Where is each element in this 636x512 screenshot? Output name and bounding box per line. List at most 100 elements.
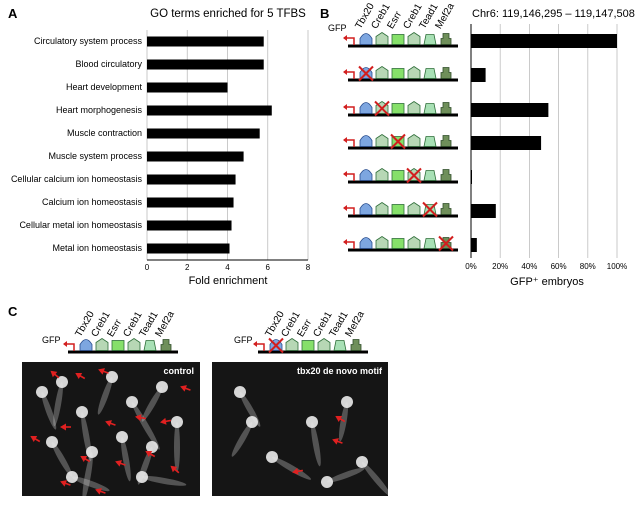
panel-b-construct-gfp-arrow <box>344 106 355 114</box>
panel-a-title: GO terms enriched for 5 TFBS <box>150 8 306 20</box>
panel-b-construct-mutation-x <box>422 201 438 218</box>
panel-b-bar <box>471 68 486 82</box>
panel-b-construct-site-creb1 <box>407 134 421 147</box>
control-red-arrow <box>60 423 71 431</box>
control-red-arrow <box>80 455 91 463</box>
tbx20-embryo-yolk <box>341 396 353 408</box>
panel-b-construct-site-tead1 <box>423 238 437 249</box>
panel-b-construct-site-creb1 <box>375 134 389 147</box>
control-red-arrow <box>180 385 191 392</box>
control-embryo <box>82 446 98 496</box>
panel-b-construct-site-mef2a <box>440 67 452 79</box>
control-embryo-yolk <box>56 376 68 388</box>
panel-c-left-construct-gfp-arrowhead <box>63 341 67 347</box>
panel-b-construct-mutation-x <box>358 65 374 82</box>
tbx20-red-arrow <box>335 415 346 423</box>
panel-c-left-gfp-label: GFP <box>42 335 61 345</box>
panel-a-bar <box>147 82 228 93</box>
tbx20-mutant-embryo-photo: tbx20 de novo motif <box>212 362 388 496</box>
control-embryo-tail <box>121 436 131 482</box>
panel-b-construct-site-tead1 <box>423 170 437 181</box>
panel-b-construct-mutation-x <box>406 167 422 184</box>
tbx20-red-arrow <box>292 467 304 475</box>
panel-b-construct-mutation-x <box>374 100 390 117</box>
panel-c-left-construct-site-creb1 <box>95 338 109 351</box>
panel-b-bar <box>471 238 477 252</box>
control-embryo-yolk <box>171 416 183 428</box>
control-embryo-tail <box>131 401 160 450</box>
panel-c-left-construct-site-esrr <box>111 340 125 351</box>
control-red-arrow <box>135 414 147 422</box>
control-red-arrow <box>170 465 180 474</box>
control-embryo-yolk <box>46 436 58 448</box>
control-embryo <box>136 471 187 486</box>
panel-a-bar <box>147 128 260 139</box>
control-red-arrow <box>60 480 71 487</box>
panel-b-construct-mutation-x <box>390 133 406 150</box>
panel-b-construct-site-tbx20 <box>359 135 373 147</box>
control-arrow-head <box>98 368 105 375</box>
tbx20-embryo <box>306 416 321 467</box>
control-embryo <box>126 396 160 450</box>
panel-b-construct-site-mef2a <box>440 102 452 114</box>
panel-b-construct-site-tead1 <box>423 34 437 45</box>
control-arrow-head <box>60 480 67 487</box>
panel-b-construct-gfp-arrow <box>344 173 355 181</box>
panel-a-tick-label: 0 <box>144 263 150 272</box>
panel-b-construct-site-mef2a <box>440 33 452 45</box>
panel-b-construct-site-creb1 <box>407 66 421 79</box>
control-embryo <box>53 376 68 427</box>
panel-b-tick-label: 100% <box>606 262 628 271</box>
panel-b-construct-site-esrr <box>391 34 405 45</box>
tbx20-embryo <box>266 451 312 480</box>
control-arrow-head <box>170 465 178 473</box>
tbx20-embryo-yolk <box>321 476 333 488</box>
tbx20-embryo-tail <box>338 401 349 442</box>
control-embryo-yolk <box>116 431 128 443</box>
go-term-label: Metal ion homeostasis <box>52 242 142 253</box>
control-embryo-tail <box>41 391 57 430</box>
panel-b-title: Chr6: 119,146,295 – 119,147,508 <box>472 8 635 20</box>
control-embryo-yolk <box>126 396 138 408</box>
panel-b-construct-gfp-arrowhead <box>343 104 347 110</box>
panel-b-tick-label: 0% <box>465 262 477 271</box>
panel-b-construct-site-tbx20 <box>359 203 373 215</box>
tbx20-arrow-head <box>332 438 339 445</box>
panel-c-right-construct-site-creb1 <box>285 338 299 351</box>
tbx20-embryo-yolk <box>356 456 368 468</box>
panel-b-construct-gfp-arrowhead <box>343 69 347 75</box>
panel-b-tick-label: 40% <box>521 262 538 271</box>
control-red-arrow <box>95 488 106 495</box>
control-arrow-head <box>180 385 187 392</box>
tbx20-embryo-tail <box>311 421 321 467</box>
panel-b-construct-site-esrr <box>391 103 405 114</box>
panel-c-left-construct-site-tbx20 <box>79 339 93 351</box>
panel-c-right-construct-site-creb1 <box>317 338 331 351</box>
control-embryo-yolk <box>36 386 48 398</box>
panel-b-construct-site-mef2a <box>440 203 452 215</box>
control-arrow-head <box>105 420 112 427</box>
control-embryo-tail <box>97 376 113 415</box>
panel-b-construct-site-creb1 <box>375 202 389 215</box>
control-red-arrow <box>75 372 86 380</box>
control-embryo-tail <box>71 476 110 492</box>
go-term-label: Cellular calcium ion homeostasis <box>10 173 142 184</box>
panel-b-tick-label: 60% <box>550 262 567 271</box>
panel-c-right-construct-site-tead1 <box>333 340 347 351</box>
panel-b-construct-site-creb1 <box>375 236 389 249</box>
panel-b-construct-site-esrr <box>391 68 405 79</box>
panel-a-bar <box>147 197 234 208</box>
panel-b-construct-site-creb1 <box>407 236 421 249</box>
control-embryo <box>46 436 73 477</box>
panel-b-construct-gfp-arrowhead <box>343 205 347 211</box>
go-term-label: Circulatory system process <box>33 35 142 46</box>
control-embryo-yolk <box>136 471 148 483</box>
control-embryo <box>97 371 118 415</box>
panel-a-bar <box>147 59 264 70</box>
tbx20-embryo <box>231 416 258 457</box>
go-term-label: Heart development <box>65 81 142 92</box>
panel-c-right-construct-gfp-arrow <box>254 343 265 351</box>
panel-b-tick-label: 20% <box>492 262 509 271</box>
panel-b-construct-site-esrr <box>391 238 405 249</box>
panel-b-tick-label: 80% <box>579 262 596 271</box>
